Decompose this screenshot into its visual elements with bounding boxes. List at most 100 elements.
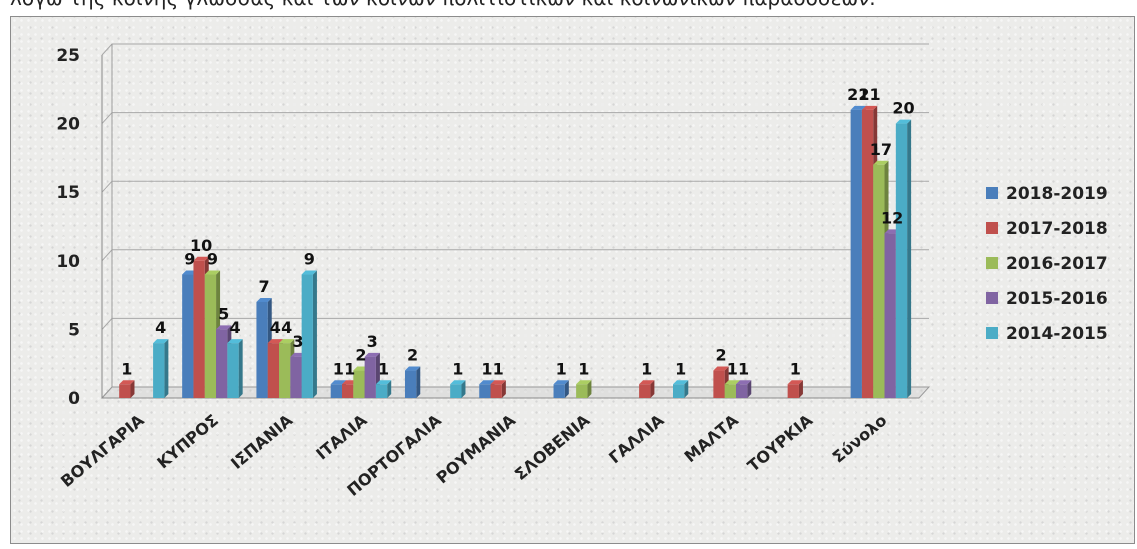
bar-top — [553, 380, 569, 385]
bar-front — [895, 123, 908, 398]
data-label: 5 — [218, 304, 229, 323]
data-label: 4 — [270, 318, 281, 337]
data-label: 21 — [858, 85, 880, 104]
bar — [153, 339, 169, 398]
bar-front — [330, 384, 343, 398]
bar-front — [301, 274, 313, 398]
data-label: 4 — [155, 318, 166, 337]
data-label: 17 — [870, 140, 892, 159]
bar-front — [787, 384, 799, 398]
data-label: 10 — [190, 236, 212, 255]
bar-top — [450, 380, 466, 385]
bar-top — [119, 380, 135, 385]
bar-front — [216, 329, 228, 398]
bar-front — [182, 274, 194, 398]
bar-side — [684, 380, 689, 398]
bar-side — [461, 380, 466, 398]
bar-side — [238, 339, 243, 398]
bar-front — [353, 370, 365, 398]
bar — [639, 380, 655, 398]
data-label: 1 — [493, 359, 504, 378]
category-label: ΙΤΑΛΙΑ — [312, 410, 371, 463]
legend-swatch — [986, 187, 998, 199]
bar — [576, 380, 592, 398]
bar-top — [204, 270, 221, 275]
data-label: 1 — [675, 359, 686, 378]
chart-frame: 1 4 9 10 9 5 4 7 4 4 3 9 1 1 2 3 1 2 1 1 1 1 1 1 1 2 1 1 1 21 21 17 12 20… — [10, 16, 1135, 544]
data-label: 1 — [738, 359, 749, 378]
category-label: ΣΛΟΒΕΝΙΑ — [511, 410, 594, 484]
bar-side — [587, 380, 592, 398]
bar-front — [639, 384, 651, 398]
bar-top — [404, 366, 421, 371]
category-label: ΤΟΥΡΚΙΑ — [744, 410, 817, 475]
bar-front — [884, 233, 896, 398]
bar-top — [895, 119, 912, 124]
legend-swatch — [986, 292, 998, 304]
legend-label: 2015-2016 — [1006, 289, 1108, 309]
bar-front — [267, 343, 280, 398]
bar-top — [227, 339, 243, 344]
page-header-text: λόγω της κοινής γλώσσας και των κοινών π… — [10, 0, 876, 10]
legend-swatch — [986, 257, 998, 269]
bar-front — [479, 384, 491, 398]
bar — [301, 270, 317, 398]
bar-top — [193, 256, 209, 261]
bar-top — [735, 380, 752, 385]
y-tick-label: 25 — [56, 46, 80, 66]
bar-side — [501, 380, 506, 398]
bar-top — [256, 297, 272, 302]
data-label: 4 — [281, 318, 292, 337]
data-label: 1 — [578, 359, 589, 378]
data-label: 20 — [892, 99, 914, 118]
bar-front — [256, 301, 268, 398]
bar — [227, 339, 243, 398]
bar-top — [873, 160, 889, 165]
data-label: 1 — [556, 359, 567, 378]
legend-label: 2016-2017 — [1006, 254, 1108, 274]
bar-front — [227, 343, 239, 398]
bar-top — [330, 380, 347, 385]
bar-side — [312, 270, 317, 398]
y-tick-label: 10 — [56, 252, 80, 272]
bar-front — [724, 384, 736, 398]
bar-top — [672, 380, 689, 385]
bar-top — [861, 105, 878, 110]
bar-side — [798, 380, 803, 398]
legend: 2018-2019 2017-2018 2016-2017 2015-2016 2014… — [986, 184, 1108, 344]
category-label: ΜΑΛΤΑ — [681, 410, 743, 466]
bar-front — [861, 109, 874, 398]
bar-side — [416, 366, 421, 398]
legend-label: 2018-2019 — [1006, 184, 1108, 204]
bar-top — [267, 339, 284, 344]
bar-side — [164, 339, 169, 398]
category-label: Σύνολο — [829, 411, 891, 467]
data-label: 7 — [259, 277, 270, 296]
bar-side — [907, 119, 912, 398]
bar-front — [553, 384, 565, 398]
bar-front — [713, 370, 725, 398]
gridline — [101, 249, 929, 262]
bar-front — [153, 343, 165, 398]
data-label: 9 — [207, 250, 218, 269]
bar — [672, 380, 689, 398]
bar — [895, 119, 912, 398]
bar-front — [342, 384, 354, 398]
bars — [119, 105, 912, 398]
bar-top — [724, 380, 740, 385]
bar-front — [375, 384, 388, 398]
bar-front — [193, 260, 205, 398]
legend-swatch — [986, 327, 998, 339]
bar — [119, 380, 135, 398]
bar-top — [153, 339, 169, 344]
bar-side — [747, 380, 752, 398]
bar-front — [873, 164, 885, 398]
bar-top — [713, 366, 729, 371]
bar — [553, 380, 569, 398]
data-label: 2 — [715, 346, 726, 365]
y-tick-label: 20 — [56, 115, 80, 135]
bar — [735, 380, 752, 398]
bar-top — [364, 352, 380, 357]
